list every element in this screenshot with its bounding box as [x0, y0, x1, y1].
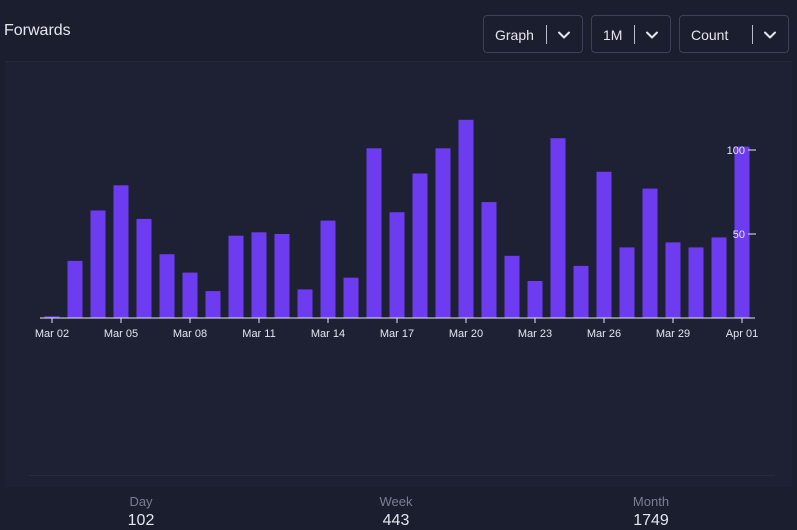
x-tick-label: Mar 23	[518, 328, 552, 340]
select-separator	[546, 25, 547, 44]
bar	[67, 260, 83, 318]
bar	[136, 218, 152, 318]
x-tick-label: Mar 26	[587, 328, 621, 340]
bar	[274, 234, 290, 318]
y-tick-label: 100	[727, 145, 745, 157]
bar	[182, 272, 198, 318]
stat-day-value: 102	[127, 512, 155, 529]
bar	[251, 232, 267, 318]
chevron-down-icon	[764, 31, 776, 39]
bar	[159, 254, 175, 318]
bar	[596, 171, 612, 318]
view-select[interactable]: Graph	[483, 15, 583, 53]
stat-month: Month 1749	[581, 494, 721, 530]
bar	[205, 291, 221, 318]
metric-select[interactable]: Count	[679, 15, 789, 53]
bar	[435, 148, 451, 318]
bar	[320, 220, 336, 318]
bar	[573, 265, 589, 318]
bar	[504, 255, 520, 318]
stat-week: Week 443	[326, 494, 466, 530]
bar	[481, 202, 497, 318]
header: Forwards Graph 1M Count	[0, 0, 797, 60]
range-select-value: 1M	[603, 27, 623, 43]
y-tick-label: 50	[733, 229, 745, 241]
x-tick-label: Mar 08	[173, 328, 207, 340]
stat-month-label: Month	[632, 494, 670, 509]
bar	[44, 316, 60, 318]
x-tick-label: Apr 01	[726, 328, 758, 340]
chevron-down-icon	[646, 31, 658, 39]
bar	[90, 210, 106, 318]
bar	[527, 281, 543, 318]
bar	[550, 138, 566, 318]
x-tick-label: Mar 17	[380, 328, 414, 340]
stat-day-label: Day	[129, 494, 153, 509]
view-select-value: Graph	[495, 27, 534, 43]
x-tick-label: Mar 05	[104, 328, 138, 340]
bar	[228, 235, 244, 318]
bar	[619, 247, 635, 318]
range-select[interactable]: 1M	[591, 15, 671, 53]
bar	[366, 148, 382, 318]
x-tick-label: Mar 29	[656, 328, 690, 340]
forwards-bar-chart: Mar 02 Mar 05 Mar 08 Mar 11 Mar 14 Mar 17 Mar …	[35, 119, 758, 340]
metric-select-value: Count	[691, 27, 729, 43]
bar	[642, 188, 658, 318]
bar	[458, 119, 474, 318]
bar	[297, 289, 313, 318]
bar	[665, 242, 681, 318]
stat-week-label: Week	[379, 494, 413, 509]
stat-week-value: 443	[382, 512, 410, 529]
bar	[734, 146, 750, 318]
bar	[711, 237, 727, 318]
bar	[688, 247, 704, 318]
x-tick-label: Mar 20	[449, 328, 483, 340]
stat-month-value: 1749	[633, 512, 669, 529]
x-tick-label: Mar 11	[242, 328, 275, 340]
select-separator	[634, 25, 635, 44]
bar	[389, 212, 405, 318]
bar	[412, 173, 428, 318]
chevron-down-icon	[558, 31, 570, 39]
x-tick-label: Mar 14	[311, 328, 345, 340]
divider	[29, 475, 775, 476]
bar	[113, 185, 129, 318]
select-separator	[752, 25, 753, 44]
bar	[343, 277, 359, 318]
stat-day: Day 102	[71, 494, 211, 530]
x-tick-label: Mar 02	[35, 328, 69, 340]
page-title: Forwards	[4, 22, 71, 39]
